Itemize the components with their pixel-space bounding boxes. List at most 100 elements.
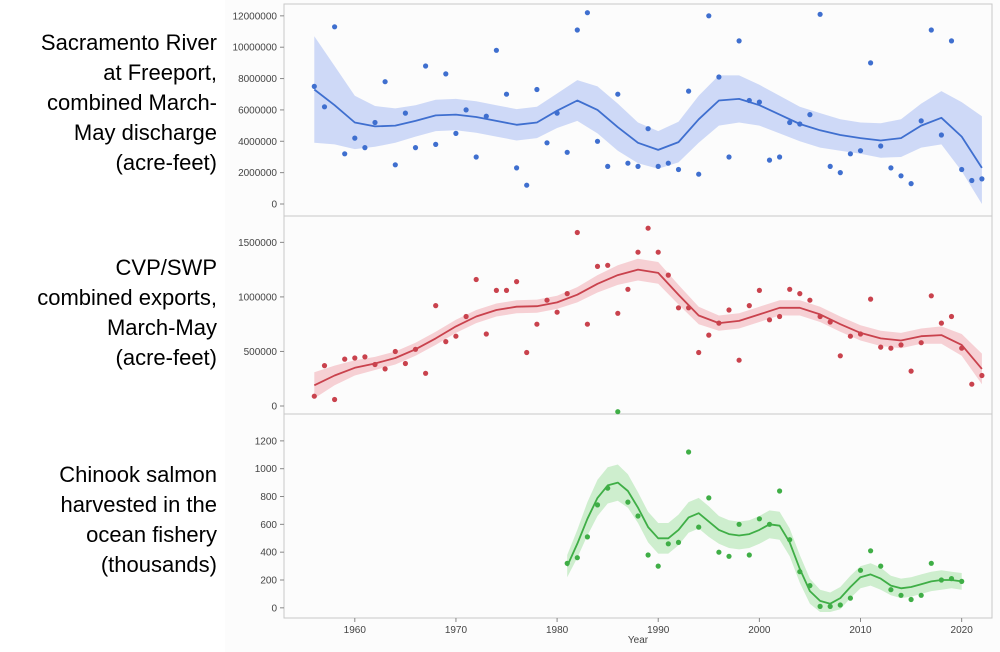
panel-1-data-point [605,163,611,169]
panel-2-data-point [908,368,914,374]
panel-3-data-point [928,560,934,566]
panel-1-data-point [433,141,439,147]
panel-1-data-point [503,91,510,97]
x-tick-label: 1970 [445,625,468,636]
panel-2-data-point [675,305,682,311]
panel-1-data-point [878,143,884,149]
panel-1-ytick-label: 6000000 [238,105,277,116]
panel-2-data-point [686,305,692,311]
panel-3-data-point [857,567,864,573]
panel-1-ylabel: Sacramento River at Freeport, combined M… [41,28,217,178]
panel-3-ylabel-line: (thousands) [100,552,217,577]
panel-2-data-point [342,356,348,362]
panel-3-data-point [817,603,823,610]
panel-1-data-point [787,119,793,126]
panel-3-ytick-label: 400 [260,548,277,559]
panel-2-data-point [847,333,854,339]
panel-1-ytick-label: 0 [271,200,277,211]
panel-2-data-point [696,349,702,356]
panel-3-ylabel-line: ocean fishery [86,522,217,547]
panel-2-data-point [514,279,520,285]
panel-1-data-point [948,38,955,44]
panel-1-data-point [807,112,813,118]
panel-1-data-point [969,177,975,184]
panel-3-data-point [605,485,611,491]
panel-2-data-point [423,370,429,376]
panel-2-data-point [928,293,934,299]
panel-3-data-point [766,521,773,527]
x-tick-label: 2000 [748,625,771,636]
panel-2-data-point [534,321,540,327]
panel-1-ylabel-line: May discharge [73,120,217,145]
panel-1-data-point [443,71,449,77]
panel-1-data-point [746,97,752,104]
panel-2-data-point [564,291,570,297]
panel-3-ytick-label: 600 [260,520,277,531]
panel-2-data-point [574,229,580,236]
panel-3-data-point [696,524,702,530]
panel-3-data-point [938,577,945,583]
panel-3-data-point [746,552,752,558]
panel-1-data-point [584,10,591,16]
panel-1-data-point [888,165,894,171]
panel-2-ylabel: CVP/SWP combined exports, March-May (acr… [37,253,217,373]
panel-1-data-point [332,24,338,30]
panel-2-data-point [766,317,773,323]
panel-1-data-point [756,99,763,105]
panel-1-data-point [352,135,358,141]
panel-1-data-point [574,27,580,33]
panel-2-data-point [797,291,803,297]
panel-1-data-point [726,154,732,160]
panel-2-ytick-label: 500000 [244,347,278,358]
panel-1-data-point [423,63,429,69]
panel-2-data-point [412,346,419,352]
panel-2-data-point [938,320,945,326]
panel-3-data-point [797,569,803,575]
panel-3-data-point [898,592,904,598]
chart-layer: 0200000040000006000000800000010000000120… [233,3,993,636]
panel-1-data-point [372,119,378,126]
panel-3-data-point [827,603,833,610]
panel-2-data-point [888,345,894,351]
panel-1-data-point [979,176,985,182]
panel-2-data-point [726,307,732,313]
panel-3-data-point [868,548,874,554]
panel-1-data-point [534,86,540,93]
panel-1-data-point [594,138,601,144]
panel-3-data-point [736,521,742,527]
panel-3-data-point [564,560,570,566]
panel-1-data-point [493,47,499,53]
panel-1-data-point [362,145,368,151]
panel-2-data-point [402,360,408,367]
panel-2-data-point [645,225,651,231]
panel-2-data-point [321,363,328,369]
panel-1-ytick-label: 10000000 [233,43,278,54]
panel-2-data-point [544,297,550,303]
panel-1-data-point [645,126,651,132]
panel-1-data-point [959,166,965,173]
panel-2-data-point [625,286,631,292]
panel-2-data-point [605,262,611,268]
panel-1-data-point [453,130,459,136]
panel-2-data-point [857,331,864,337]
panel-1-data-point [473,154,479,160]
panel-2-data-point [959,345,965,351]
panel-3-data-point [878,563,884,569]
panel-3-data-point [574,555,580,561]
panel-2-smooth-line [313,268,983,387]
panel-2-data-point [716,320,722,326]
panel-1-ytick-label: 4000000 [238,137,277,148]
panel-1-data-point [655,163,661,169]
panel-2-data-point [787,286,793,292]
panel-3-data-point [908,596,914,603]
panel-1-ylabel-line: (acre-feet) [115,150,217,175]
panel-1-data-point [837,170,843,176]
panel-2-data-point [777,313,783,320]
panel-1-data-point [615,91,621,97]
panel-1-ylabel-line: combined March- [47,90,217,115]
panel-2-data-point [473,276,479,283]
panel-3-data-point [584,534,591,540]
x-tick-label: 1990 [647,625,670,636]
panel-3-data-point [726,553,732,559]
